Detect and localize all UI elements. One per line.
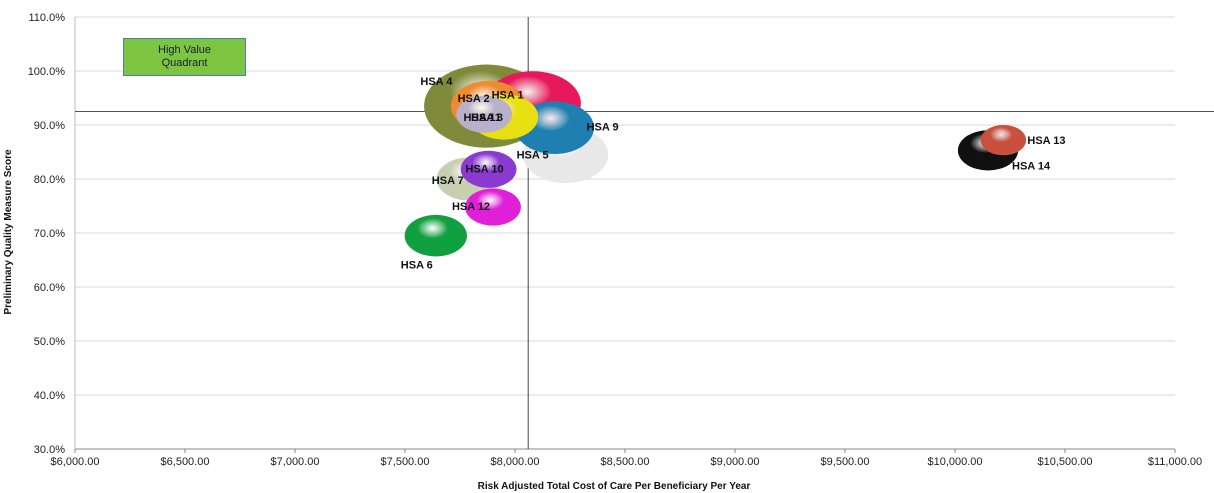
bubble-label: HSA 11 [463,112,501,124]
x-tick-label: $6,500.00 [161,456,210,468]
x-tick-label: $9,000.00 [711,456,760,468]
bubble-hsa-10 [460,150,517,188]
bubble-label: HSA 2 [458,93,490,105]
y-axis-title: Preliminary Quality Measure Score [3,149,14,315]
x-tick-label: $8,500.00 [601,456,650,468]
y-tick-label: 50.0% [34,336,65,348]
y-tick-label: 30.0% [34,444,65,456]
y-tick-label: 110.0% [29,12,66,24]
y-tick-label: 40.0% [34,390,65,402]
bubble-label: HSA 1 [492,89,524,101]
y-tick-label: 60.0% [34,282,65,294]
bubble-label: HSA 6 [401,260,433,272]
x-tick-label: $9,500.00 [821,456,870,468]
axes: 30.0% 40.0% 50.0% 60.0% 70.0% 80.0% 90.0% 100.0… [28,12,1202,468]
bubble-hsa-6 [404,214,467,257]
bubble-labels: HSA 4 HSA 2 HSA 11 HSA 9 HSA 1 HSA 3 HSA 5 HSA … [401,76,1066,272]
x-tick-label: $10,000.00 [927,456,982,468]
bubble-label: HSA 5 [517,150,549,162]
bubble-label: HSA 4 [420,76,453,88]
annotation-line-2: Quadrant [161,57,208,69]
x-tick-label: $7,000.00 [271,456,320,468]
x-tick-label: $11,000.00 [1148,456,1202,468]
bubble-label: HSA 10 [466,163,504,175]
bubble-hsa-12 [465,188,521,226]
annotation-line-1: High Value [158,44,211,56]
y-tick-label: 70.0% [34,228,65,240]
bubble-hsa-13 [980,124,1027,156]
bubble-label: HSA 3 [471,112,503,124]
bubble-label: HSA 7 [432,175,464,187]
bubble-label: HSA 9 [587,122,619,134]
bubbles [404,64,1027,257]
y-tick-label: 100.0% [28,66,66,78]
x-axis-title: Risk Adjusted Total Cost of Care Per Ben… [478,481,751,492]
bubble-label: HSA 13 [1027,135,1065,147]
y-tick-label: 80.0% [34,174,65,186]
x-tick-label: $7,500.00 [381,456,430,468]
y-tick-label: 90.0% [34,120,65,132]
x-tick-label: $10,500.00 [1037,456,1092,468]
x-tick-label: $8,000.00 [491,456,540,468]
bubble-hsa-11 [456,95,513,133]
bubble-label: HSA 14 [1012,160,1051,172]
grid-lines [75,16,1175,450]
high-value-quadrant-annotation: High Value Quadrant [123,38,246,76]
bubble-label: HSA 12 [452,201,490,213]
x-tick-label: $6,000.00 [51,456,100,468]
